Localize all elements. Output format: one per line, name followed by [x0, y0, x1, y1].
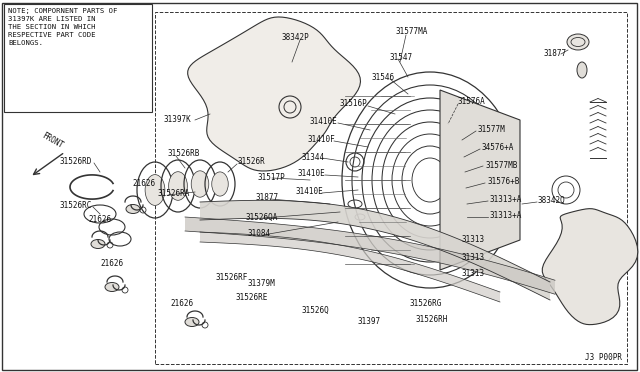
- Ellipse shape: [577, 62, 587, 78]
- Bar: [4, 4, 152, 112]
- Text: 31577MA: 31577MA: [395, 28, 428, 36]
- Text: 31526Q: 31526Q: [302, 305, 330, 314]
- Text: 31313: 31313: [462, 269, 485, 279]
- Text: 31526RE: 31526RE: [235, 292, 268, 301]
- Ellipse shape: [126, 205, 140, 214]
- Text: 31410E: 31410E: [295, 187, 323, 196]
- Text: 31526RG: 31526RG: [410, 299, 442, 308]
- Ellipse shape: [212, 172, 228, 196]
- Text: 31526RB: 31526RB: [168, 150, 200, 158]
- Text: 38342Q: 38342Q: [538, 196, 566, 205]
- Text: 31410E: 31410E: [310, 118, 338, 126]
- Ellipse shape: [145, 174, 165, 205]
- Ellipse shape: [91, 240, 105, 248]
- Ellipse shape: [185, 317, 199, 327]
- Text: 31410F: 31410F: [308, 135, 336, 144]
- Text: 31313: 31313: [462, 235, 485, 244]
- Text: 38342P: 38342P: [282, 32, 310, 42]
- Text: 31526R: 31526R: [238, 157, 266, 167]
- Ellipse shape: [169, 172, 188, 200]
- Ellipse shape: [567, 34, 589, 50]
- Text: 31084: 31084: [248, 230, 271, 238]
- Text: 31576+B: 31576+B: [487, 177, 520, 186]
- Bar: [155, 12, 627, 364]
- Polygon shape: [440, 90, 520, 270]
- Text: 31517P: 31517P: [258, 173, 285, 182]
- Ellipse shape: [105, 282, 119, 292]
- Text: 21626: 21626: [132, 180, 155, 189]
- Text: 31313: 31313: [462, 253, 485, 262]
- Text: 31546: 31546: [372, 73, 395, 81]
- Text: 31526RH: 31526RH: [415, 315, 447, 324]
- Text: 21626: 21626: [170, 299, 193, 308]
- Text: 31576A: 31576A: [458, 97, 486, 106]
- Polygon shape: [542, 209, 638, 325]
- Ellipse shape: [191, 171, 209, 197]
- Text: 31526RD: 31526RD: [60, 157, 92, 167]
- Text: 34576+A: 34576+A: [482, 144, 515, 153]
- Text: 31526RF: 31526RF: [215, 273, 248, 282]
- Text: 31877: 31877: [255, 193, 278, 202]
- Text: 31410E: 31410E: [298, 170, 326, 179]
- Text: 21626: 21626: [100, 260, 123, 269]
- Text: 31313+A: 31313+A: [490, 212, 522, 221]
- Text: 31397K: 31397K: [163, 115, 191, 125]
- Text: FRONT: FRONT: [40, 131, 64, 150]
- Text: 21626: 21626: [88, 215, 111, 224]
- Text: 31516P: 31516P: [340, 99, 368, 109]
- Text: 31577MB: 31577MB: [485, 160, 517, 170]
- Text: 31379M: 31379M: [248, 279, 276, 289]
- Text: 31344: 31344: [302, 153, 325, 161]
- Text: J3 P00PR: J3 P00PR: [585, 353, 622, 362]
- Text: 31526RA: 31526RA: [158, 189, 190, 199]
- Text: NOTE; COMPORNENT PARTS OF
31397K ARE LISTED IN
THE SECTION IN WHICH
RESPECTIVE P: NOTE; COMPORNENT PARTS OF 31397K ARE LIS…: [8, 8, 117, 46]
- Text: 31526RC: 31526RC: [60, 202, 92, 211]
- Text: 31577M: 31577M: [478, 125, 506, 135]
- Polygon shape: [188, 17, 360, 171]
- Text: 31877: 31877: [543, 49, 566, 58]
- Text: 31526QA: 31526QA: [245, 212, 277, 221]
- Text: 31313+A: 31313+A: [490, 196, 522, 205]
- Text: 31547: 31547: [390, 52, 413, 61]
- Text: 31397: 31397: [358, 317, 381, 327]
